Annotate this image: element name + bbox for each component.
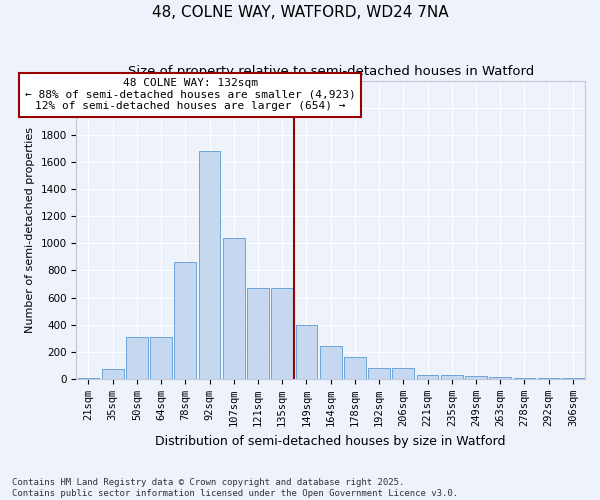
Bar [392,368,414,379]
Bar [320,346,341,379]
Y-axis label: Number of semi-detached properties: Number of semi-detached properties [25,126,35,333]
Bar [150,337,172,379]
Bar [416,375,439,379]
Bar [562,378,584,379]
Bar [441,375,463,379]
Bar [538,378,560,379]
Bar [247,288,269,379]
Bar [465,376,487,379]
Text: 48 COLNE WAY: 132sqm
← 88% of semi-detached houses are smaller (4,923)
12% of se: 48 COLNE WAY: 132sqm ← 88% of semi-detac… [25,78,356,112]
Bar [77,378,100,379]
Bar [514,378,535,379]
Bar [199,151,220,379]
Bar [344,357,366,379]
Text: 48, COLNE WAY, WATFORD, WD24 7NA: 48, COLNE WAY, WATFORD, WD24 7NA [152,5,448,20]
Bar [126,337,148,379]
Bar [223,238,245,379]
Bar [271,288,293,379]
Bar [175,262,196,379]
Bar [102,370,124,379]
Text: Contains HM Land Registry data © Crown copyright and database right 2025.
Contai: Contains HM Land Registry data © Crown c… [12,478,458,498]
X-axis label: Distribution of semi-detached houses by size in Watford: Distribution of semi-detached houses by … [155,434,506,448]
Bar [368,368,390,379]
Bar [490,377,511,379]
Bar [296,324,317,379]
Title: Size of property relative to semi-detached houses in Watford: Size of property relative to semi-detach… [128,65,534,78]
